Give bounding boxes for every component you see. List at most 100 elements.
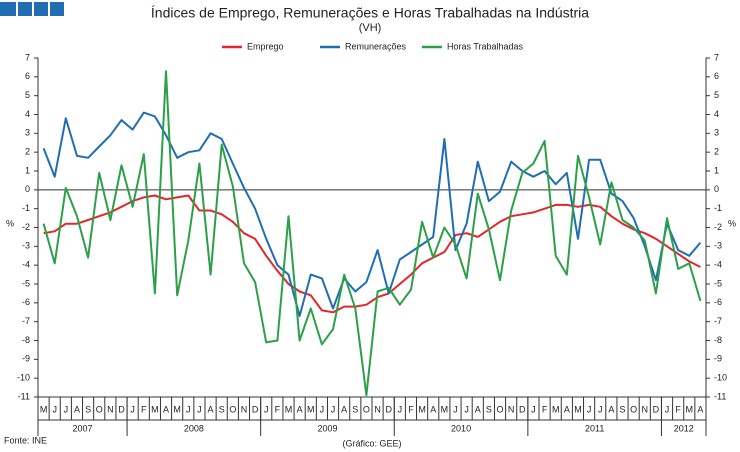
y-tick-label: -9	[22, 354, 30, 364]
y2-tick-label: 0	[714, 184, 719, 194]
y2-tick-label: -2	[714, 222, 722, 232]
legend-label: Horas Trabalhadas	[447, 41, 524, 51]
x-tick-label: M	[552, 404, 560, 414]
x-tick-label: F	[408, 404, 414, 414]
y2-tick-label: -6	[714, 297, 722, 307]
y-tick-label: -8	[22, 335, 30, 345]
y-tick-label: 1	[25, 165, 30, 175]
x-tick-label: J	[264, 404, 269, 414]
y2-tick-label: -5	[714, 278, 722, 288]
year-label: 2012	[674, 423, 694, 433]
credit: (Gráfico: GEE)	[342, 438, 401, 448]
y2-tick-label: 1	[714, 165, 719, 175]
y2-tick-label: 4	[714, 109, 719, 119]
x-tick-label: N	[241, 404, 248, 414]
x-tick-label: S	[85, 404, 91, 414]
x-tick-label: A	[564, 404, 570, 414]
x-tick-label: J	[64, 404, 69, 414]
chart-subtitle: (VH)	[359, 22, 382, 34]
y2-tick-label: -9	[714, 354, 722, 364]
x-tick-label: D	[653, 404, 660, 414]
y-tick-label: 0	[25, 184, 30, 194]
y-tick-label: 7	[25, 52, 30, 62]
x-tick-label: J	[331, 404, 336, 414]
y2-tick-label: -10	[714, 373, 727, 383]
x-tick-label: O	[630, 404, 637, 414]
y2-tick-label: -8	[714, 335, 722, 345]
y-tick-label: 2	[25, 147, 30, 157]
x-tick-label: A	[163, 404, 169, 414]
y-axis-label: %	[6, 218, 14, 228]
x-tick-label: J	[320, 404, 325, 414]
x-tick-label: A	[297, 404, 303, 414]
x-tick-label: A	[608, 404, 614, 414]
x-tick-label: S	[219, 404, 225, 414]
x-tick-label: N	[642, 404, 649, 414]
y-tick-label: -3	[22, 241, 30, 251]
x-tick-label: M	[307, 404, 315, 414]
chart-title: Índices de Emprego, Remunerações e Horas…	[151, 5, 589, 21]
x-tick-label: F	[141, 404, 147, 414]
x-tick-label: M	[285, 404, 293, 414]
legend-label: Emprego	[247, 41, 284, 51]
y2-tick-label: 7	[714, 52, 719, 62]
x-tick-label: O	[497, 404, 504, 414]
x-tick-label: M	[151, 404, 159, 414]
x-tick-label: M	[173, 404, 181, 414]
y2-tick-label: 6	[714, 71, 719, 81]
logo-block	[50, 2, 64, 16]
x-tick-label: M	[441, 404, 449, 414]
x-tick-label: A	[475, 404, 481, 414]
x-tick-label: J	[464, 404, 469, 414]
x-tick-label: A	[208, 404, 214, 414]
year-label: 2009	[317, 423, 337, 433]
x-tick-label: O	[229, 404, 236, 414]
x-tick-label: M	[686, 404, 694, 414]
y2-tick-label: -7	[714, 316, 722, 326]
x-tick-label: J	[130, 404, 135, 414]
y-tick-label: 6	[25, 71, 30, 81]
y2-tick-label: 2	[714, 147, 719, 157]
y-tick-label: -7	[22, 316, 30, 326]
year-label: 2008	[184, 423, 204, 433]
y2-tick-label: -3	[714, 241, 722, 251]
x-tick-label: D	[252, 404, 259, 414]
y-tick-label: -1	[22, 203, 30, 213]
x-tick-label: J	[598, 404, 603, 414]
x-tick-label: A	[74, 404, 80, 414]
logo-block	[18, 2, 32, 16]
series-line	[43, 194, 701, 314]
y-tick-label: -11	[18, 391, 30, 401]
y-tick-label: -6	[22, 297, 30, 307]
x-tick-label: J	[665, 404, 670, 414]
logo-block	[0, 2, 16, 16]
x-tick-label: J	[398, 404, 403, 414]
x-tick-label: S	[486, 404, 492, 414]
y2-axis-label: %	[728, 218, 736, 228]
x-tick-label: J	[587, 404, 592, 414]
legend-label: Remunerações	[345, 41, 407, 51]
x-tick-label: F	[542, 404, 548, 414]
y-tick-label: -5	[22, 278, 30, 288]
x-tick-label: S	[619, 404, 625, 414]
x-tick-label: J	[52, 404, 57, 414]
x-tick-label: J	[531, 404, 536, 414]
x-tick-label: M	[418, 404, 426, 414]
x-tick-label: A	[430, 404, 436, 414]
x-tick-label: A	[697, 404, 703, 414]
x-tick-label: F	[675, 404, 681, 414]
x-tick-label: J	[197, 404, 202, 414]
x-tick-label: M	[40, 404, 48, 414]
x-tick-label: D	[385, 404, 392, 414]
x-tick-label: N	[508, 404, 515, 414]
y2-tick-label: -4	[714, 260, 722, 270]
y-tick-label: -2	[22, 222, 30, 232]
y2-tick-label: 5	[714, 90, 719, 100]
year-label: 2010	[451, 423, 471, 433]
x-tick-label: J	[453, 404, 458, 414]
series-line	[42, 70, 702, 397]
y-tick-label: -4	[22, 260, 30, 270]
x-tick-label: D	[519, 404, 526, 414]
x-tick-label: D	[118, 404, 125, 414]
